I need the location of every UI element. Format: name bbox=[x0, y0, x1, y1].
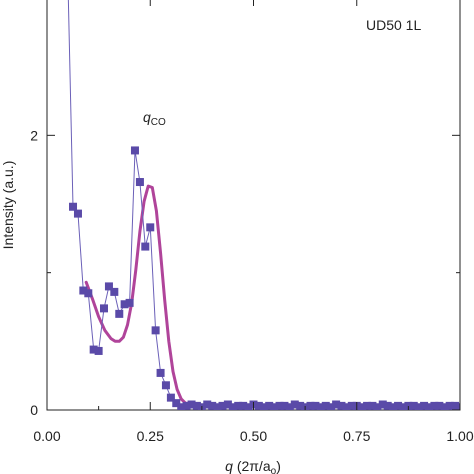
data-point bbox=[337, 401, 346, 410]
data-point bbox=[332, 400, 341, 409]
data-point bbox=[192, 401, 201, 410]
data-point bbox=[321, 401, 330, 410]
data-point bbox=[115, 309, 124, 318]
data-point bbox=[254, 401, 263, 410]
data-point bbox=[244, 403, 253, 410]
data-point bbox=[316, 403, 325, 410]
data-point bbox=[223, 400, 232, 409]
data-point bbox=[327, 403, 336, 410]
data-point bbox=[234, 401, 243, 410]
data-point bbox=[414, 403, 423, 410]
x-axis-title-close: ) bbox=[276, 458, 281, 474]
data-series-layer bbox=[67, 0, 460, 410]
tick-layer: 0.00 0.25 0.50 0.75 1.00 0 2 bbox=[30, 0, 474, 444]
data-point bbox=[285, 403, 294, 410]
data-point bbox=[120, 300, 129, 309]
data-point bbox=[213, 403, 222, 410]
y-tick-label: 2 bbox=[30, 127, 38, 143]
plot-frame bbox=[46, 0, 461, 411]
x-tick-label: 0.50 bbox=[240, 428, 267, 444]
x-axis-title-q: q bbox=[225, 458, 233, 474]
data-point bbox=[311, 401, 320, 410]
data-point bbox=[265, 401, 274, 410]
data-point bbox=[130, 146, 139, 155]
data-point bbox=[259, 403, 268, 410]
data-point bbox=[373, 403, 382, 410]
data-point bbox=[389, 403, 398, 410]
data-point bbox=[445, 401, 454, 410]
x-tick-label: 0.25 bbox=[137, 428, 164, 444]
data-point bbox=[280, 401, 289, 410]
data-point bbox=[239, 401, 248, 410]
data-point bbox=[399, 403, 408, 410]
data-point bbox=[435, 401, 444, 410]
data-line bbox=[67, 0, 460, 408]
data-point bbox=[187, 400, 196, 409]
data-point bbox=[161, 381, 170, 390]
data-point bbox=[404, 401, 413, 410]
data-point bbox=[69, 202, 78, 211]
data-point bbox=[73, 209, 82, 218]
data-point bbox=[104, 282, 113, 291]
data-point bbox=[420, 401, 429, 410]
data-point bbox=[378, 400, 387, 409]
data-point bbox=[177, 403, 186, 410]
data-point bbox=[394, 401, 403, 410]
data-point bbox=[125, 298, 134, 307]
data-point bbox=[166, 393, 175, 402]
peak-annotation: qCO bbox=[143, 109, 166, 128]
data-point bbox=[151, 326, 160, 335]
x-tick-label: 0.75 bbox=[343, 428, 370, 444]
x-tick-label: 0.00 bbox=[33, 428, 60, 444]
data-point bbox=[146, 223, 155, 232]
data-point bbox=[182, 401, 191, 410]
x-axis-title-rest: (2π/a bbox=[233, 458, 271, 474]
data-point bbox=[383, 401, 392, 410]
data-point bbox=[203, 400, 212, 409]
y-tick-label: 0 bbox=[30, 402, 38, 418]
data-point bbox=[84, 289, 93, 298]
data-point bbox=[296, 401, 305, 410]
data-point bbox=[347, 401, 356, 410]
data-point bbox=[342, 403, 351, 410]
data-point bbox=[456, 403, 460, 410]
x-axis-title: q (2π/ao) bbox=[225, 458, 281, 474]
data-point bbox=[358, 403, 367, 410]
y-axis-title: Intensity (a.u.) bbox=[0, 161, 16, 250]
data-point bbox=[172, 399, 181, 408]
data-point bbox=[218, 401, 227, 410]
data-point bbox=[156, 368, 165, 377]
data-point bbox=[409, 401, 418, 410]
data-point bbox=[228, 403, 237, 410]
data-point bbox=[275, 401, 284, 410]
data-point bbox=[208, 401, 217, 410]
data-point bbox=[306, 401, 315, 410]
data-point bbox=[425, 403, 434, 410]
data-point bbox=[440, 403, 449, 410]
data-point bbox=[89, 345, 98, 354]
data-point bbox=[430, 401, 439, 410]
data-point bbox=[135, 178, 144, 187]
data-point bbox=[94, 346, 103, 355]
data-point bbox=[99, 304, 108, 313]
data-point bbox=[110, 287, 119, 296]
data-point bbox=[79, 286, 88, 295]
data-point bbox=[141, 242, 150, 251]
data-point bbox=[451, 401, 460, 410]
data-point bbox=[368, 401, 377, 410]
data-point bbox=[363, 401, 372, 410]
peak-annotation-q: q bbox=[143, 109, 151, 125]
sample-label: UD50 1L bbox=[366, 17, 421, 33]
x-tick-label: 1.00 bbox=[446, 428, 473, 444]
plot-area: 0.00 0.25 0.50 0.75 1.00 0 2 bbox=[30, 0, 474, 444]
data-point bbox=[290, 400, 299, 409]
x-axis-title-subscript: o bbox=[271, 466, 277, 474]
peak-annotation-subscript: CO bbox=[151, 117, 166, 128]
data-point bbox=[270, 403, 279, 410]
